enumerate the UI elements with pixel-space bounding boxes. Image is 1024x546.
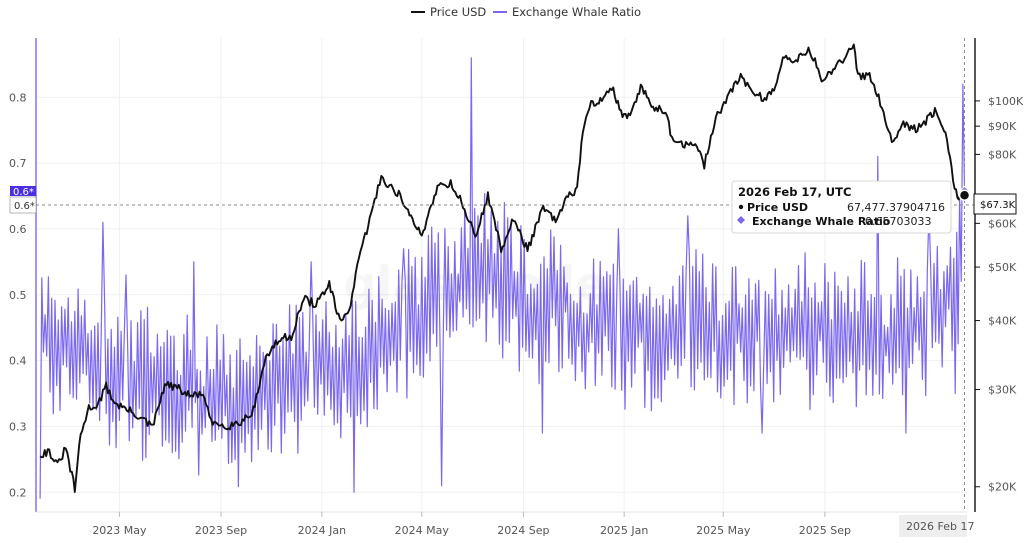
ratio-badge-bg — [9, 196, 37, 214]
date-badge-bg — [899, 515, 967, 537]
series-price-usd — [39, 43, 966, 493]
y-right-tick-label: $20K — [988, 481, 1017, 494]
y-right-tick-label: $50K — [988, 261, 1017, 274]
x-tick-label: 2023 Sep — [195, 524, 247, 537]
date-axis-badge: 2026 Feb 17 — [899, 515, 974, 537]
price-badge: $67.3K — [980, 200, 1016, 211]
tooltip-ratio-value: 0.65703033 — [865, 215, 931, 228]
x-axis-ticks: 2023 May 2023 Sep 2024 Jan 2024 May 2024 Sep… — [92, 512, 851, 537]
y-right-tick-label: $80K — [988, 148, 1017, 161]
tooltip-price-value: 67,477.37904716 — [847, 201, 945, 214]
y-right-tick-label: $60K — [988, 217, 1017, 230]
tooltip-ratio-label: Exchange Whale Ratio — [752, 215, 891, 228]
x-tick-label: 2024 May — [395, 524, 450, 537]
ratio-badge-top: 0.6* — [13, 187, 34, 198]
price-axis-badge: $67.3K — [973, 193, 1017, 215]
y-left-tick-label: 0.2 — [9, 486, 27, 499]
ratio-badge: 0.6* — [14, 201, 35, 212]
y-left-tick-label: 0.6 — [9, 223, 27, 236]
y-right-tick-label: $40K — [988, 315, 1017, 328]
x-tick-label: 2025 Sep — [799, 524, 851, 537]
axes — [35, 38, 976, 513]
tooltip-ratio-diamond — [737, 216, 745, 224]
x-tick-label: 2023 May — [92, 524, 147, 537]
y-left-tick-label: 0.8 — [9, 91, 27, 104]
ratio-axis-badges: 0.6* 0.6* — [9, 186, 37, 214]
y-right-tick-label: $100K — [988, 95, 1024, 108]
tooltip: 2026 Feb 17, UTC Price USD 67,477.379047… — [731, 180, 952, 234]
date-badge: 2026 Feb 17 — [906, 520, 974, 533]
y-axis-right-ticks: $20K $30K $40K $50K $60K $80K $90K $100K — [975, 95, 1024, 494]
tooltip-price-dot — [738, 204, 744, 210]
y-left-tick-label: 0.4 — [9, 355, 27, 368]
line-price-usd — [39, 43, 966, 493]
hover-price-marker — [958, 189, 971, 201]
tooltip-price-label: Price USD — [747, 201, 808, 214]
y-right-tick-label: $30K — [988, 384, 1017, 397]
ratio-badge-top-bg — [10, 186, 36, 196]
series-exchange-whale-ratio — [39, 57, 966, 499]
y-axis-left-ticks: 0.2 0.3 0.4 0.5 0.6 0.7 0.8 — [9, 91, 27, 499]
legend: Price USD Exchange Whale Ratio — [411, 5, 641, 19]
tooltip-date: 2026 Feb 17, UTC — [738, 185, 851, 199]
x-tick-label: 2025 May — [696, 524, 751, 537]
y-right-tick-label: $90K — [988, 120, 1017, 133]
x-tick-label: 2024 Sep — [497, 524, 549, 537]
y-left-tick-label: 0.5 — [9, 289, 27, 302]
price-badge-bg — [973, 193, 1017, 215]
y-left-tick-label: 0.7 — [9, 157, 27, 170]
tooltip-box — [731, 180, 952, 234]
line-exchange-whale-ratio — [39, 57, 966, 499]
legend-ratio-label[interactable]: Exchange Whale Ratio — [512, 5, 641, 19]
hover-markers — [958, 185, 971, 201]
legend-price-label[interactable]: Price USD — [430, 5, 486, 19]
y-left-tick-label: 0.3 — [9, 420, 27, 433]
x-tick-label: 2024 Jan — [298, 524, 346, 537]
x-tick-label: 2025 Jan — [600, 524, 648, 537]
